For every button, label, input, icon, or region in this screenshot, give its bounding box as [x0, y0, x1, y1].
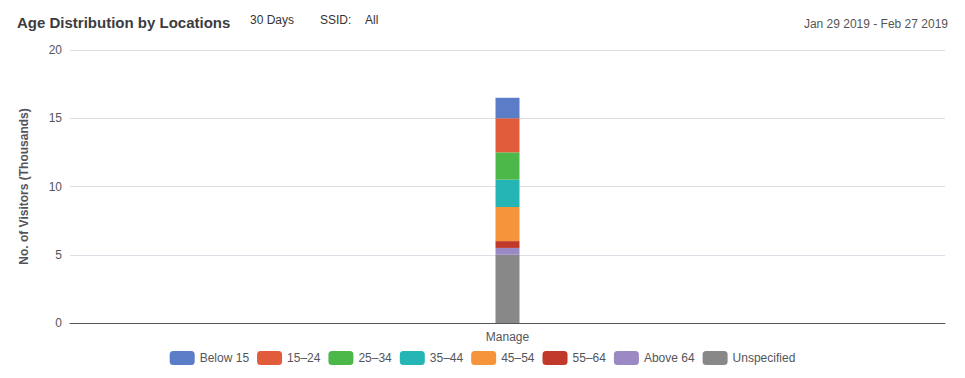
svg-text:25–34: 25–34 [358, 351, 392, 365]
svg-text:Unspecified: Unspecified [733, 351, 796, 365]
svg-text:SSID:: SSID: [320, 13, 351, 27]
svg-text:Above 64: Above 64 [644, 351, 695, 365]
svg-text:55–64: 55–64 [573, 351, 607, 365]
svg-text:No. of Visitors (Thousands): No. of Visitors (Thousands) [17, 108, 31, 264]
svg-text:15–24: 15–24 [287, 351, 321, 365]
svg-text:Age Distribution by Locations: Age Distribution by Locations [17, 14, 230, 31]
svg-text:45–54: 45–54 [501, 351, 535, 365]
svg-text:5: 5 [55, 248, 62, 262]
svg-text:20: 20 [49, 43, 63, 57]
svg-text:Manage: Manage [486, 330, 530, 344]
svg-text:35–44: 35–44 [430, 351, 464, 365]
svg-text:0: 0 [55, 316, 62, 330]
svg-text:10: 10 [49, 180, 63, 194]
svg-text:15: 15 [49, 111, 63, 125]
svg-text:Jan 29 2019 - Feb 27 2019: Jan 29 2019 - Feb 27 2019 [804, 17, 948, 31]
svg-text:Below 15: Below 15 [200, 351, 250, 365]
svg-text:30 Days: 30 Days [250, 13, 294, 27]
svg-text:All: All [365, 13, 378, 27]
